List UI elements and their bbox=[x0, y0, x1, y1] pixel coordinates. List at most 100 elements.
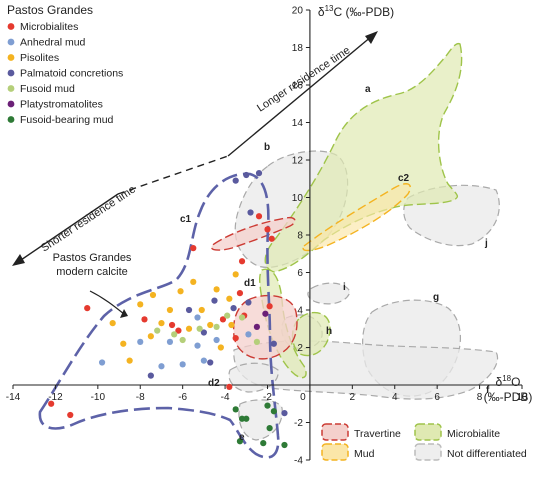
envelope-fields bbox=[210, 42, 500, 441]
point-pisolites bbox=[120, 340, 127, 347]
legend-label: Platystromatolites bbox=[20, 99, 103, 111]
y-tick-label: 2 bbox=[297, 343, 303, 354]
region-label-i: i bbox=[343, 282, 346, 293]
point-fusoid-mud bbox=[253, 338, 260, 345]
outline-legend-swatch bbox=[414, 443, 442, 461]
y-tick-label: 20 bbox=[292, 6, 304, 17]
point-palmatoid-concretions bbox=[185, 306, 193, 314]
point-pisolites bbox=[228, 321, 235, 329]
point-anhedral-mud bbox=[158, 363, 165, 370]
region-label-f: f bbox=[486, 385, 490, 396]
x-tick-label: 6 bbox=[434, 392, 440, 403]
field-a bbox=[264, 42, 463, 273]
point-microbialites bbox=[67, 411, 74, 419]
point-palmatoid-concretions bbox=[147, 372, 154, 379]
point-fusoid-mud bbox=[224, 312, 231, 319]
point-pisolites bbox=[149, 291, 157, 299]
x-tick-label: 8 bbox=[477, 392, 483, 403]
outline-legend-swatch bbox=[321, 423, 349, 441]
region-label-j: j bbox=[484, 238, 488, 249]
legend-marker bbox=[7, 38, 15, 46]
longer-residence-label: Longer residence time bbox=[255, 44, 352, 114]
point-palmatoid-concretions bbox=[270, 340, 277, 347]
region-label-g: g bbox=[433, 292, 439, 303]
arrow-upper-solid bbox=[227, 35, 373, 157]
legend-label: Microbialites bbox=[20, 21, 78, 33]
point-anhedral-mud bbox=[200, 357, 207, 364]
y-tick-label: 18 bbox=[292, 43, 304, 54]
point-anhedral-mud bbox=[245, 331, 252, 338]
outline-legend-label: Travertine bbox=[354, 428, 401, 440]
point-palmatoid-concretions bbox=[247, 209, 254, 216]
point-microbialites bbox=[264, 226, 271, 233]
legend-marker bbox=[7, 85, 15, 92]
region-label-d1: d1 bbox=[244, 278, 256, 289]
point-palmatoid-concretions bbox=[207, 359, 214, 366]
y-tick-label: 12 bbox=[292, 156, 304, 167]
x-tick-label: -14 bbox=[6, 392, 21, 403]
y-tick-label: -4 bbox=[294, 456, 303, 467]
y-axis-label: δ13C (‰-PDB) bbox=[318, 4, 394, 19]
region-label-c1: c1 bbox=[180, 214, 192, 225]
x-tick-label: -6 bbox=[178, 392, 187, 403]
point-platystromatolites bbox=[262, 310, 269, 317]
shorter-residence-label: Shorter residence time bbox=[39, 183, 138, 254]
y-tick-label: 10 bbox=[292, 193, 304, 204]
residence-time-arrow bbox=[12, 31, 378, 266]
point-pisolites bbox=[185, 325, 193, 332]
point-palmatoid-concretions bbox=[281, 410, 288, 417]
legend-label: Fusoid mud bbox=[20, 83, 75, 95]
point-fusoid-mud bbox=[179, 336, 186, 344]
point-microbialites bbox=[255, 213, 263, 220]
x-tick-label: -10 bbox=[91, 392, 106, 403]
legend: Pastos Grandes Microbialites Anhedral mud… bbox=[7, 3, 123, 126]
point-palmatoid-concretions bbox=[200, 329, 207, 336]
point-anhedral-mud bbox=[179, 361, 186, 368]
point-microbialites bbox=[226, 383, 233, 390]
field-i bbox=[307, 282, 351, 305]
point-fusoid-mud bbox=[154, 327, 161, 334]
arrow-lower-solid bbox=[17, 193, 119, 263]
point-microbialites bbox=[266, 303, 273, 310]
point-microbialites bbox=[236, 290, 244, 297]
outline-legend-swatch bbox=[414, 423, 442, 441]
y-tick-label: 4 bbox=[297, 306, 303, 317]
point-microbialites bbox=[84, 305, 91, 312]
point-palmatoid-concretions bbox=[243, 171, 250, 179]
point-palmatoid-concretions bbox=[230, 305, 237, 312]
x-tick-label: -2 bbox=[263, 392, 272, 403]
point-microbialites bbox=[232, 335, 239, 342]
y-tick-label: 16 bbox=[292, 81, 304, 92]
outline-legend-label: Microbialite bbox=[447, 428, 500, 440]
region-label-d2: d2 bbox=[208, 378, 220, 389]
legend-label: Fusoid-bearing mud bbox=[20, 114, 114, 126]
point-fusoid-bearing-mud bbox=[243, 415, 250, 422]
pg-calcite-line1: Pastos Grandes bbox=[53, 252, 132, 264]
point-microbialites bbox=[219, 316, 227, 323]
point-anhedral-mud bbox=[213, 336, 220, 344]
point-fusoid-mud bbox=[238, 314, 246, 321]
point-pisolites bbox=[232, 271, 239, 278]
point-microbialites bbox=[238, 258, 246, 265]
point-microbialites bbox=[175, 327, 182, 334]
legend-marker bbox=[7, 116, 15, 123]
point-palmatoid-concretions bbox=[211, 297, 218, 304]
point-pisolites bbox=[213, 286, 220, 293]
pg-calcite-line2: modern calcite bbox=[56, 266, 128, 278]
point-pisolites bbox=[226, 295, 233, 302]
legend-title: Pastos Grandes bbox=[7, 3, 93, 17]
point-fusoid-mud bbox=[171, 331, 178, 338]
x-tick-label: -8 bbox=[136, 392, 145, 403]
pg-calcite-pointer bbox=[89, 290, 125, 315]
point-pisolites bbox=[217, 344, 224, 351]
point-pisolites bbox=[137, 301, 144, 308]
legend-marker bbox=[7, 54, 15, 61]
point-pisolites bbox=[177, 288, 184, 295]
point-palmatoid-concretions bbox=[245, 299, 252, 306]
point-pisolites bbox=[190, 278, 197, 285]
y-tick-label: 14 bbox=[292, 118, 304, 129]
region-label-b: b bbox=[264, 142, 270, 153]
point-pisolites bbox=[147, 333, 154, 340]
point-pisolites bbox=[158, 320, 165, 327]
y-tick-label: -2 bbox=[294, 418, 303, 429]
